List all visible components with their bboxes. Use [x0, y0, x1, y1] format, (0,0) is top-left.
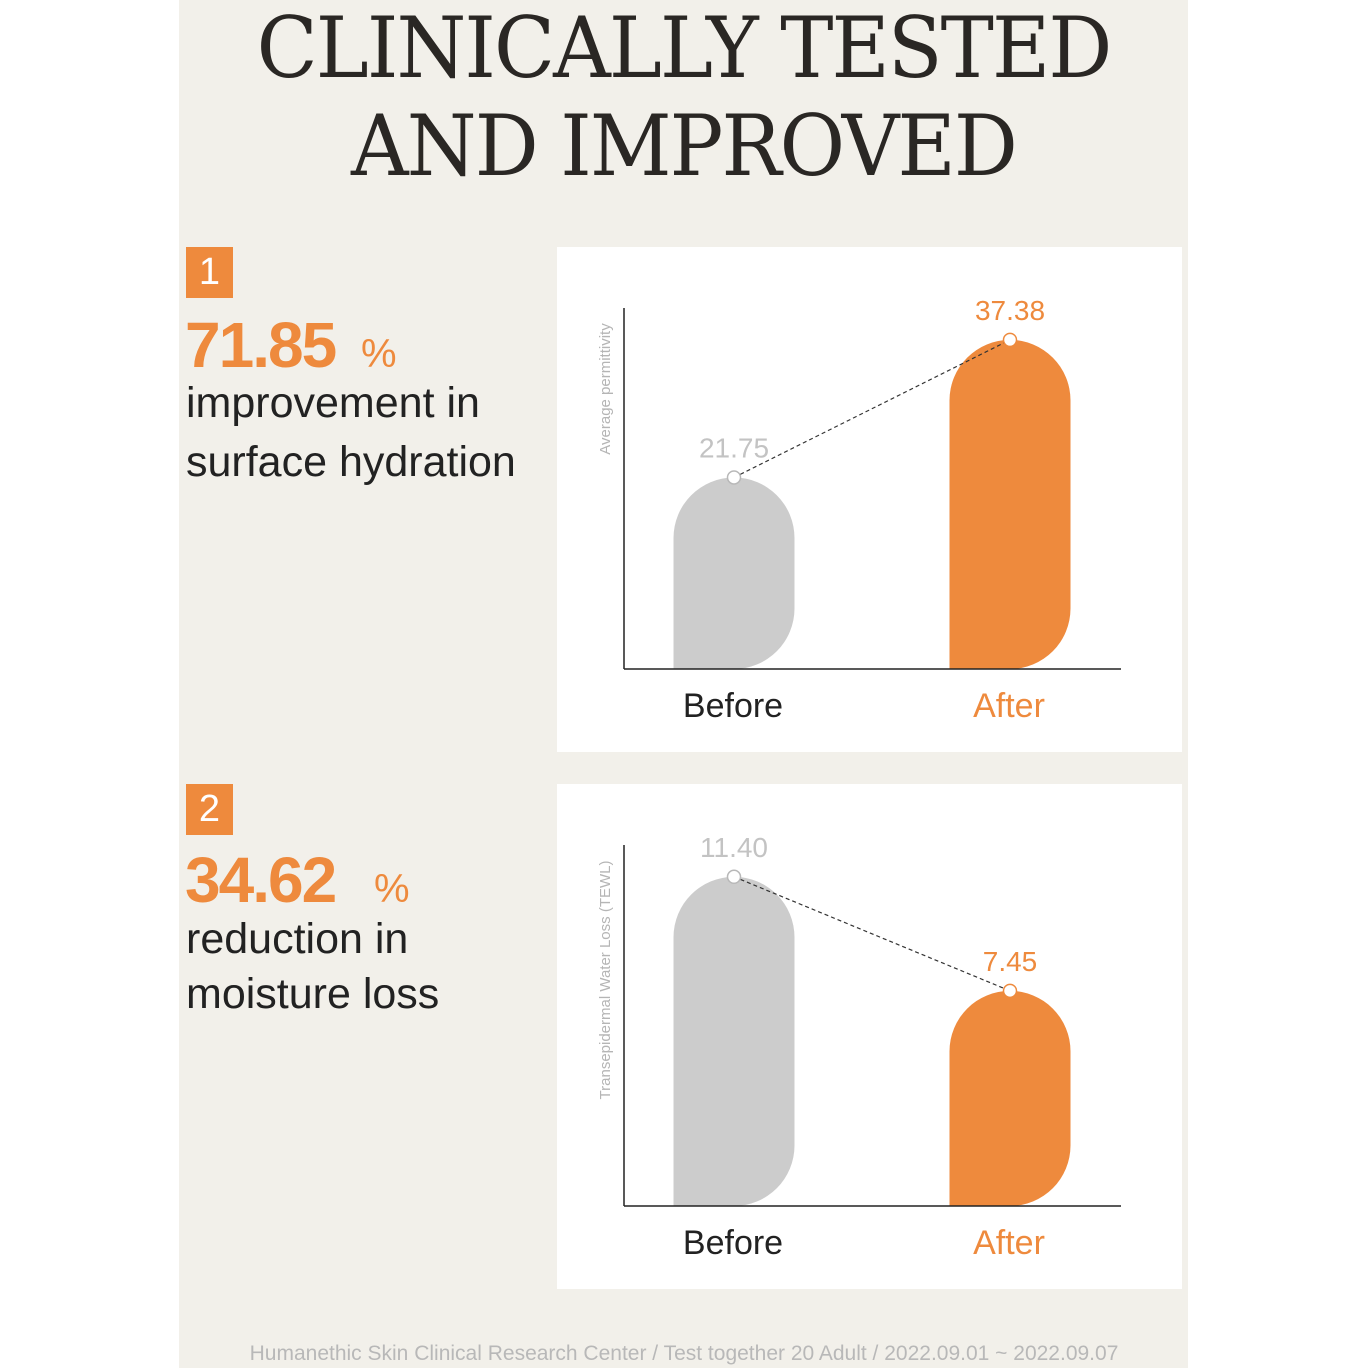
x-tick-label-before: Before — [683, 687, 783, 725]
section-1-number-badge: 1 — [186, 247, 233, 298]
footnote-source: Humanethic Skin Clinical Research Center… — [249, 1342, 1119, 1365]
y-axis-label: Transepidermal Water Loss (TEWL) — [597, 861, 614, 1100]
chart-tewl: Transepidermal Water Loss (TEWL) 11.40 7.4… — [597, 832, 1121, 1262]
data-label-before: 21.75 — [699, 432, 769, 463]
section-2-description-line1: reduction in — [186, 915, 409, 963]
bar-before — [673, 477, 795, 669]
chart-card-hydration: Average permittivity 21.75 37.38 Before Afte… — [557, 247, 1182, 752]
data-label-before: 11.40 — [700, 832, 768, 863]
data-label-after: 37.38 — [975, 295, 1045, 326]
value-marker-after — [1002, 983, 1018, 999]
y-axis-label: Average permittivity — [597, 323, 614, 455]
section-1-percent-sign: % — [361, 332, 397, 376]
section-1-percent-value: 71.85 — [185, 309, 337, 381]
x-tick-label-after: After — [973, 687, 1045, 725]
x-tick-label-after: After — [973, 1224, 1045, 1262]
section-2-description-line2: moisture loss — [186, 970, 440, 1018]
section-1-description-line2: surface hydration — [186, 438, 516, 486]
chart-hydration: Average permittivity 21.75 37.38 Before Afte… — [597, 295, 1121, 725]
value-marker-after — [1002, 332, 1018, 348]
section-2-percent-value: 34.62 — [185, 844, 337, 916]
bar-after — [949, 990, 1071, 1206]
value-marker-before — [726, 869, 742, 885]
data-label-after: 7.45 — [983, 946, 1038, 977]
section-2-percent-sign: % — [374, 867, 410, 911]
x-tick-label-before: Before — [683, 1224, 783, 1262]
bar-after — [949, 339, 1071, 669]
value-marker-before — [726, 470, 742, 485]
page-title-line2: AND IMPROVED — [351, 97, 1018, 195]
bar-before — [673, 876, 795, 1206]
chart-card-tewl: Transepidermal Water Loss (TEWL) 11.40 7.4… — [557, 784, 1182, 1289]
trend-line — [733, 339, 1011, 479]
section-1-description-line1: improvement in — [186, 379, 480, 427]
page-title-line1: CLINICALLY TESTED — [256, 0, 1113, 97]
section-2-number-badge: 2 — [186, 784, 233, 835]
trend-line — [733, 876, 1011, 992]
